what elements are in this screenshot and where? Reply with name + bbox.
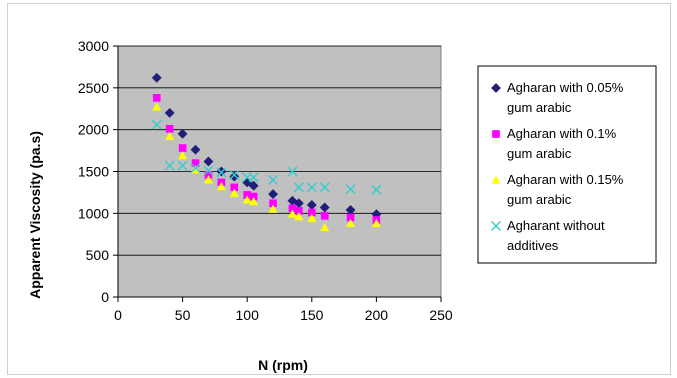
- legend-label: gum arabic: [507, 100, 572, 115]
- data-point: [243, 191, 252, 199]
- data-point: [268, 174, 279, 185]
- data-point: [307, 208, 316, 217]
- x-tick-label: 100: [236, 307, 260, 323]
- legend-marker: [492, 130, 500, 138]
- data-point: [346, 213, 355, 222]
- data-point: [248, 172, 259, 183]
- y-tick-label: 2500: [78, 80, 109, 96]
- data-point: [164, 160, 175, 171]
- data-point: [177, 160, 188, 171]
- data-point: [230, 183, 239, 192]
- data-point: [152, 102, 162, 111]
- y-tick-label: 0: [101, 289, 109, 305]
- legend-label: additives: [507, 238, 559, 253]
- data-point: [248, 180, 259, 191]
- data-point: [216, 182, 226, 191]
- data-point: [203, 156, 214, 167]
- data-point: [249, 192, 258, 201]
- data-point: [229, 188, 239, 197]
- data-point: [293, 182, 304, 193]
- chart-frame: [7, 3, 671, 375]
- data-point: [371, 218, 381, 227]
- x-tick-label: 0: [114, 307, 122, 323]
- y-tick-label: 1000: [78, 205, 109, 221]
- legend-label: Agharan with 0.15%: [507, 172, 624, 187]
- legend-box: [477, 65, 657, 264]
- x-axis-title: N (rpm): [258, 357, 308, 373]
- series-2: [152, 94, 381, 224]
- legend-label: gum arabic: [507, 146, 572, 161]
- data-point: [287, 166, 298, 177]
- data-point: [345, 184, 356, 195]
- data-point: [320, 212, 329, 220]
- x-tick-label: 200: [365, 307, 389, 323]
- data-point: [288, 204, 297, 213]
- data-point: [178, 144, 187, 152]
- legend-marker: [491, 83, 501, 93]
- series-3: [152, 102, 381, 232]
- data-point: [178, 151, 188, 160]
- data-point: [151, 72, 162, 83]
- data-point: [229, 169, 240, 180]
- legend-label: gum arabic: [507, 192, 572, 207]
- data-point: [165, 131, 175, 140]
- data-point: [191, 159, 200, 167]
- y-tick-label: 3000: [78, 38, 109, 54]
- data-point: [307, 213, 317, 222]
- data-point: [249, 197, 259, 206]
- data-point: [346, 218, 356, 227]
- data-point: [268, 204, 278, 213]
- legend-marker: [491, 221, 501, 231]
- x-tick-label: 50: [175, 307, 191, 323]
- legend-marker: [491, 175, 501, 184]
- data-point: [164, 108, 175, 118]
- y-tick-label: 1500: [78, 164, 109, 180]
- legend-label: Agharant without: [507, 218, 605, 233]
- data-point: [320, 223, 330, 232]
- legend-item: Agharan with 0.15% gum arabic: [491, 172, 624, 207]
- y-tick-label: 2000: [78, 122, 109, 138]
- legend-item: Agharan with 0.05% gum arabic: [491, 80, 624, 115]
- data-point: [216, 167, 227, 178]
- legend-label: Agharan with 0.1%: [507, 126, 617, 141]
- y-tick-label: 500: [86, 247, 110, 263]
- y-axis-ticks: 0 500 1000 1500 2000 2500 3000: [78, 38, 441, 305]
- data-point: [268, 189, 278, 200]
- legend-item: Agharan with 0.1% gum arabic: [492, 126, 617, 161]
- data-point: [204, 171, 213, 179]
- y-axis-title: Apparent Viscosity (pa.s): [27, 131, 43, 299]
- data-point: [229, 171, 240, 182]
- data-point: [203, 175, 213, 184]
- data-point: [165, 125, 174, 133]
- data-point: [152, 94, 161, 102]
- data-point: [269, 199, 277, 208]
- data-point: [151, 119, 162, 130]
- data-point: [190, 144, 201, 155]
- x-axis-ticks: 0 50 100 150 200 250: [114, 297, 453, 323]
- data-point: [287, 209, 297, 218]
- data-point: [242, 195, 252, 204]
- x-tick-label: 150: [300, 307, 324, 323]
- series-4: [151, 119, 382, 195]
- legend-item: Agharant without additives: [491, 218, 605, 253]
- data-point: [319, 202, 330, 213]
- series-layer: [151, 72, 382, 232]
- data-point: [190, 163, 201, 174]
- data-point: [177, 128, 188, 139]
- x-tick-label: 250: [429, 307, 453, 323]
- data-point: [306, 182, 317, 193]
- data-point: [371, 184, 382, 195]
- legend-label: Agharan with 0.05%: [507, 80, 624, 95]
- data-point: [295, 206, 303, 215]
- data-point: [319, 182, 330, 193]
- data-point: [294, 212, 304, 221]
- data-point: [191, 165, 201, 174]
- data-point: [203, 165, 214, 176]
